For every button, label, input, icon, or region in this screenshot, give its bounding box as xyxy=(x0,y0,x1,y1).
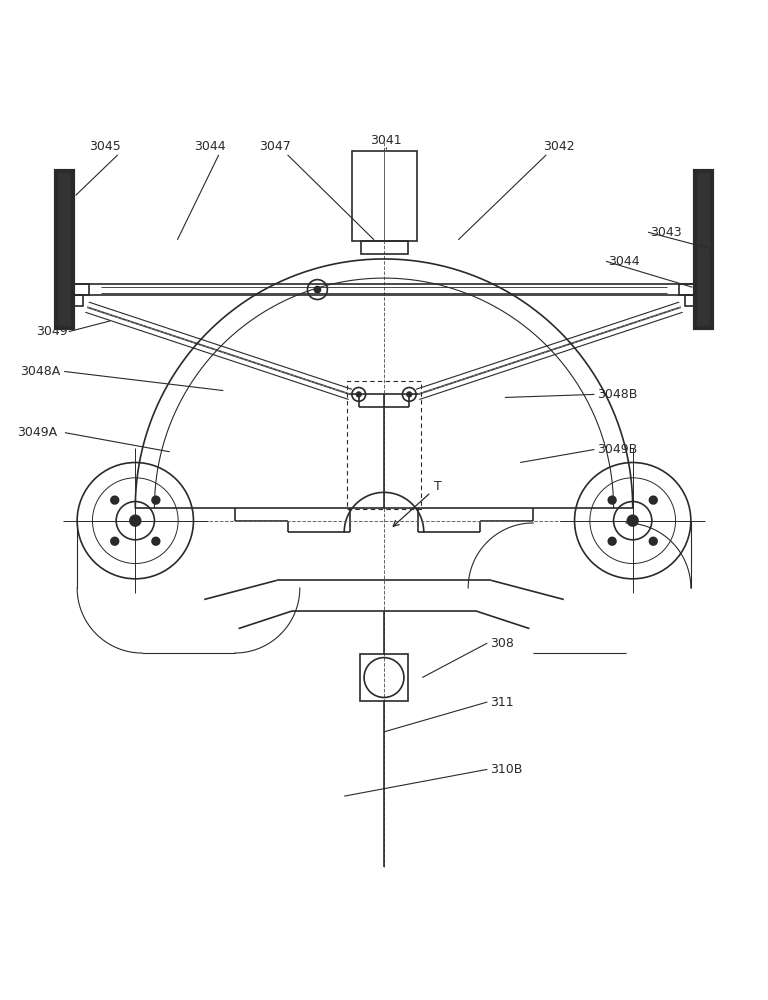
Circle shape xyxy=(608,537,616,545)
Text: 3044: 3044 xyxy=(608,255,640,268)
Bar xyxy=(347,381,421,509)
Text: 3049: 3049 xyxy=(36,325,68,338)
Text: 3044: 3044 xyxy=(194,140,225,153)
Circle shape xyxy=(111,537,118,545)
Bar xyxy=(57,171,73,328)
Circle shape xyxy=(650,537,657,545)
Bar xyxy=(360,654,408,701)
Text: 3045: 3045 xyxy=(89,140,121,153)
Text: 3041: 3041 xyxy=(369,134,402,147)
Bar xyxy=(686,295,700,306)
Circle shape xyxy=(314,287,320,293)
Text: 3048A: 3048A xyxy=(21,365,61,378)
Text: 3042: 3042 xyxy=(543,140,574,153)
Bar xyxy=(352,151,417,241)
Bar xyxy=(695,171,711,328)
Text: 3047: 3047 xyxy=(260,140,291,153)
Text: 311: 311 xyxy=(490,696,513,709)
Circle shape xyxy=(627,515,638,526)
Text: 310B: 310B xyxy=(490,763,522,776)
Bar xyxy=(68,295,82,306)
Text: 3043: 3043 xyxy=(650,226,682,239)
Text: 3048B: 3048B xyxy=(597,388,637,401)
Text: 3049A: 3049A xyxy=(17,426,57,439)
Bar xyxy=(68,284,89,295)
Circle shape xyxy=(130,515,141,526)
Circle shape xyxy=(152,496,160,504)
Bar xyxy=(361,241,409,254)
Circle shape xyxy=(650,496,657,504)
Text: T: T xyxy=(393,480,442,526)
Text: 3049B: 3049B xyxy=(597,443,637,456)
Circle shape xyxy=(356,392,361,397)
Circle shape xyxy=(111,496,118,504)
Circle shape xyxy=(608,496,616,504)
Circle shape xyxy=(152,537,160,545)
Text: 308: 308 xyxy=(490,637,514,650)
Circle shape xyxy=(407,392,412,397)
Bar xyxy=(679,284,700,295)
